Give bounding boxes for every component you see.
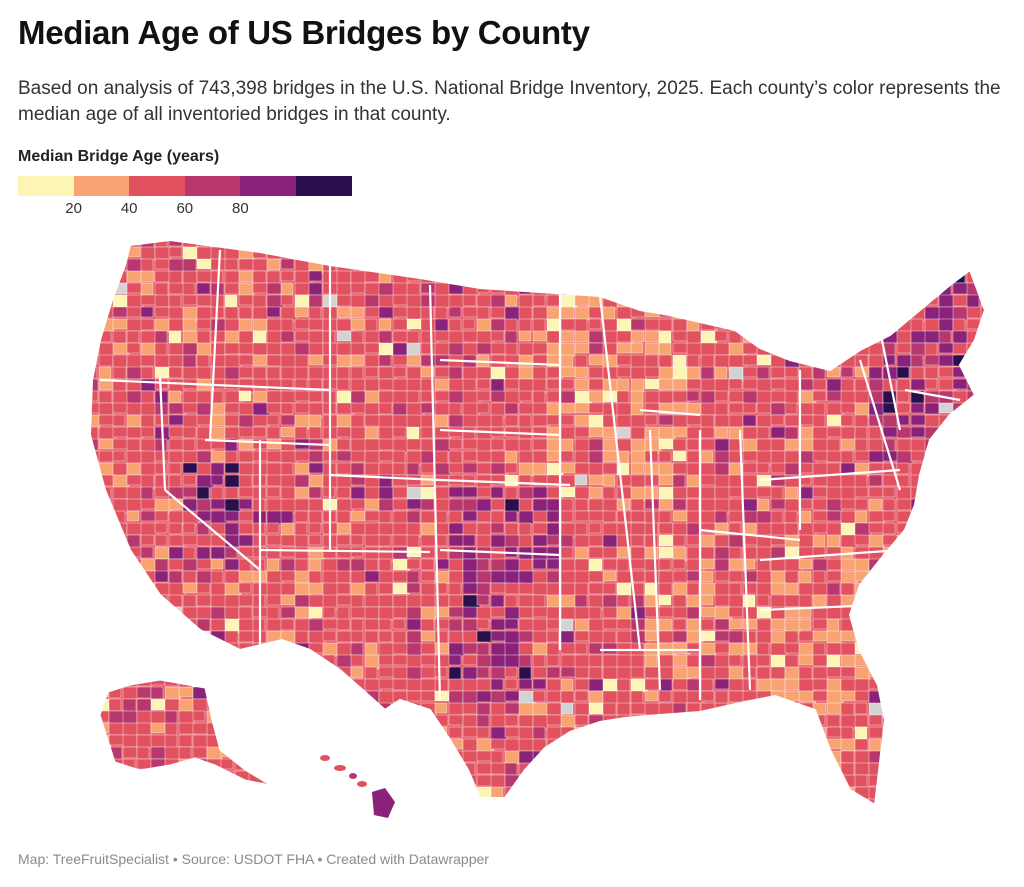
footer-credit: Map: TreeFruitSpecialist • Source: USDOT… [18, 851, 489, 867]
state-borders [99, 249, 961, 701]
legend-swatch-2 [73, 176, 130, 196]
county-tiles [90, 240, 985, 805]
legend-swatch-6 [295, 176, 352, 196]
us-county-map [89, 239, 986, 818]
legend-tick-40: 40 [120, 200, 138, 217]
legend-swatch-5 [240, 176, 296, 196]
legend-tick-60: 60 [176, 200, 194, 217]
legend-tick-80: 80 [232, 200, 249, 217]
hawaii [320, 755, 395, 818]
chart-title: Median Age of US Bridges by County [18, 14, 590, 51]
legend-title: Median Bridge Age (years) [18, 148, 220, 165]
legend-swatch-1 [18, 176, 74, 196]
color-legend: Median Bridge Age (years) 20 40 60 80 [18, 148, 352, 217]
legend-tick-20: 20 [65, 200, 82, 217]
legend-swatch-3 [129, 176, 185, 196]
chart-subtitle: Based on analysis of 743,398 bridges in … [18, 78, 1001, 125]
legend-ticks: 20 40 60 80 [18, 200, 318, 220]
us-mainland [89, 239, 986, 806]
legend-swatch-4 [184, 176, 241, 196]
alaska [99, 679, 271, 786]
legend-color-bar [18, 176, 352, 196]
